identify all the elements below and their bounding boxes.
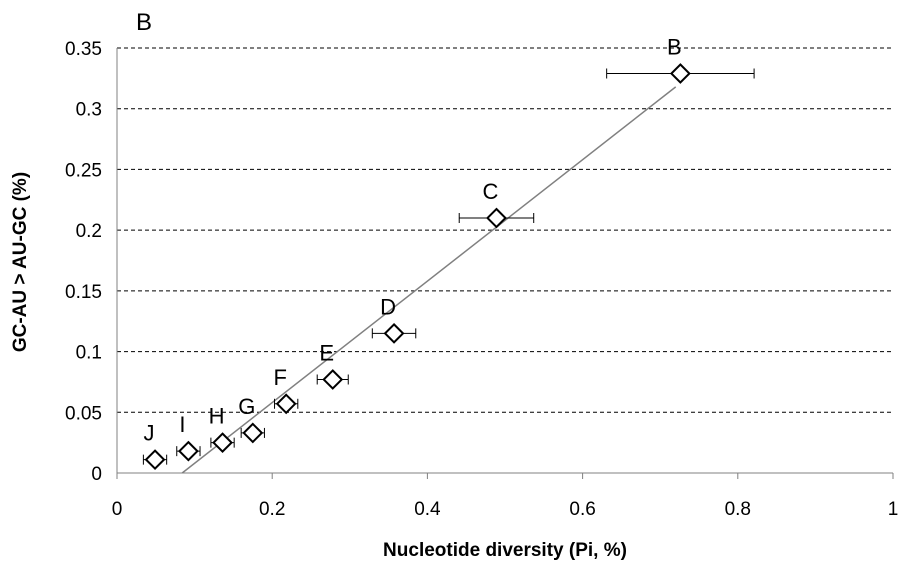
x-tick-labels: 0 0.2 0.4 0.6 0.8 1 — [112, 499, 899, 520]
point-E — [322, 369, 344, 390]
y-tick-label: 0.25 — [65, 160, 102, 181]
point-D — [383, 322, 405, 344]
point-label-H: H — [209, 404, 225, 429]
point-C — [486, 207, 507, 229]
panel-label: B — [136, 9, 152, 36]
y-tick-label: 0.05 — [65, 403, 102, 424]
point-J — [144, 449, 166, 471]
axes — [116, 48, 894, 479]
trendline-line — [181, 86, 677, 474]
point-I — [177, 440, 199, 462]
point-F — [275, 393, 297, 415]
x-axis-title: Nucleotide diversity (Pi, %) — [383, 540, 627, 561]
point-labels: J I H GF E D C B — [144, 35, 682, 446]
y-tick-label: 0 — [91, 464, 102, 485]
y-tick-label: 0.3 — [76, 100, 102, 121]
error-bars — [142, 68, 755, 465]
y-tick-label: 0.2 — [76, 221, 102, 242]
x-tick-label: 0.2 — [259, 499, 285, 520]
x-tick-label: 1 — [888, 499, 899, 520]
y-axis-title: GC-AU > AU-GC (%) — [10, 172, 31, 352]
x-tick-label: 0.4 — [414, 499, 441, 520]
x-tick-label: 0.6 — [569, 499, 595, 520]
point-label-I: I — [179, 412, 185, 437]
point-B — [669, 63, 691, 84]
y-tick-label: 0.1 — [76, 343, 102, 364]
y-tick-label: 0.35 — [65, 39, 102, 60]
point-label-B: B — [667, 35, 682, 60]
point-label-C: C — [483, 179, 499, 204]
point-H — [212, 432, 233, 454]
point-G — [242, 422, 264, 444]
x-tick-label: 0.8 — [725, 499, 751, 520]
point-label-E: E — [319, 341, 334, 366]
point-label-J: J — [144, 421, 155, 446]
trendline — [181, 86, 677, 474]
point-label-F: F — [273, 365, 286, 390]
y-tick-label: 0.15 — [65, 282, 102, 303]
y-tick-labels: 0 0.05 0.1 0.15 0.2 0.25 0.3 0.35 — [65, 39, 102, 485]
point-label-G: G — [238, 394, 255, 419]
point-label-D: D — [380, 294, 396, 319]
x-tick-label: 0 — [112, 499, 123, 520]
data-points — [144, 63, 691, 471]
grid-lines — [117, 47, 893, 413]
